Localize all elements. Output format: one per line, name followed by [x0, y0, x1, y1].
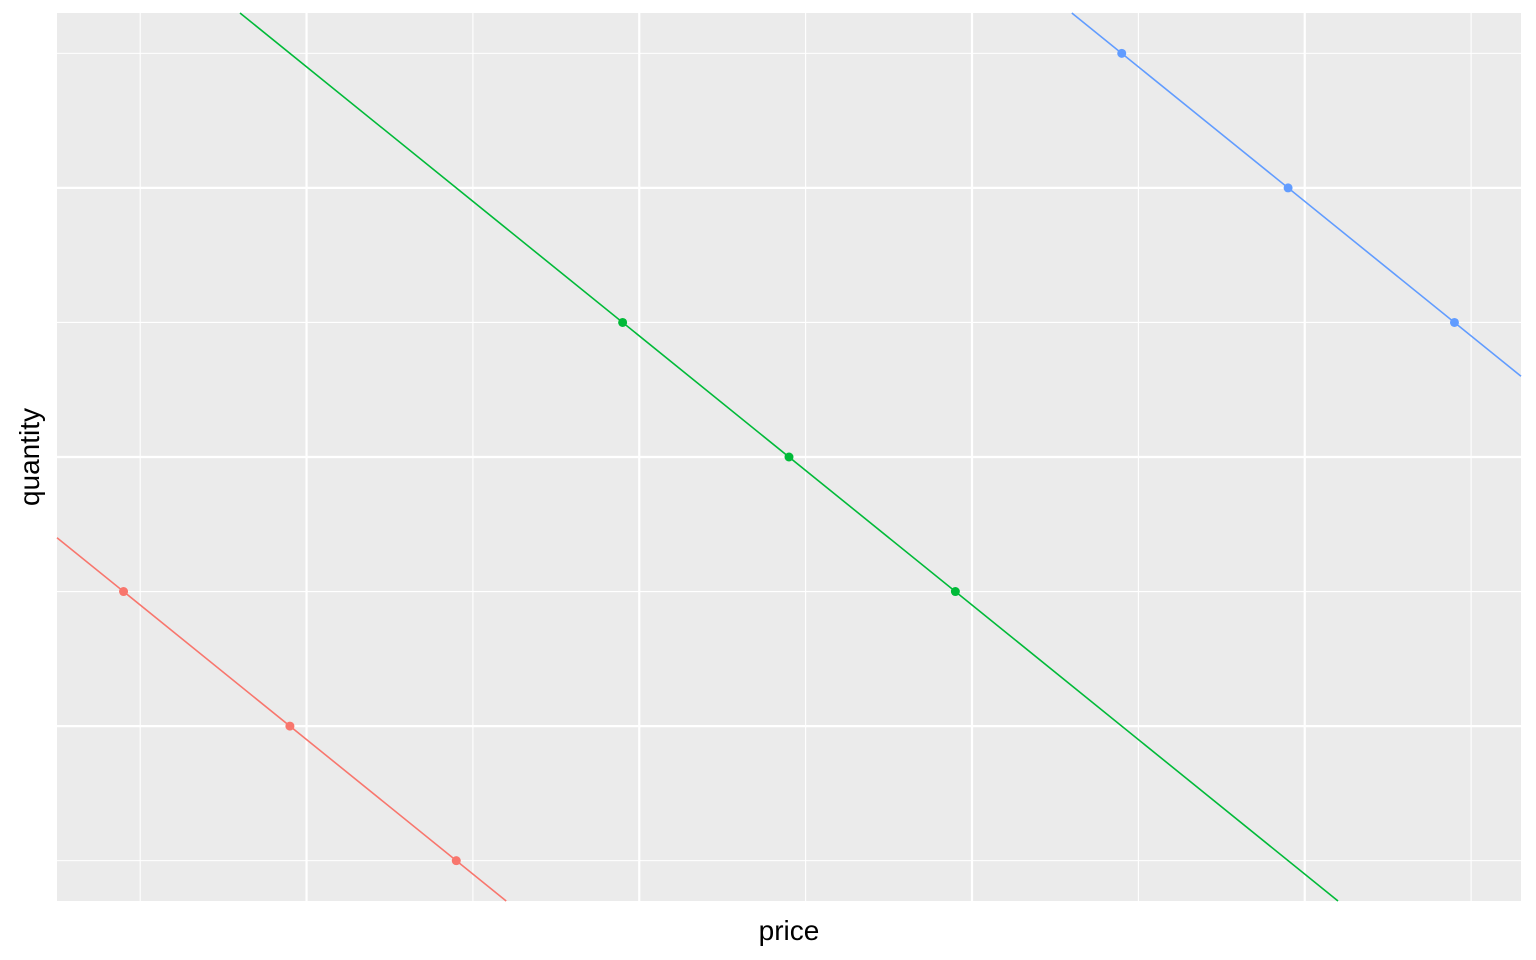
series-1-line — [56, 537, 507, 902]
series-1 — [56, 537, 507, 902]
series-3-point — [1283, 183, 1293, 193]
series-3-point — [1449, 317, 1459, 327]
series-3-line — [1071, 12, 1522, 377]
x-axis-title: price — [759, 915, 820, 946]
series-2 — [239, 12, 1339, 902]
series-layer — [56, 12, 1522, 902]
series-3-point — [1117, 48, 1127, 58]
y-axis-title: quantity — [14, 408, 45, 506]
series-1-point — [285, 721, 295, 731]
series-2-point — [784, 452, 794, 462]
series-2-point — [950, 587, 960, 597]
series-3 — [1071, 12, 1522, 377]
series-1-point — [119, 587, 129, 597]
series-2-point — [618, 317, 628, 327]
series-1-point — [451, 856, 461, 866]
